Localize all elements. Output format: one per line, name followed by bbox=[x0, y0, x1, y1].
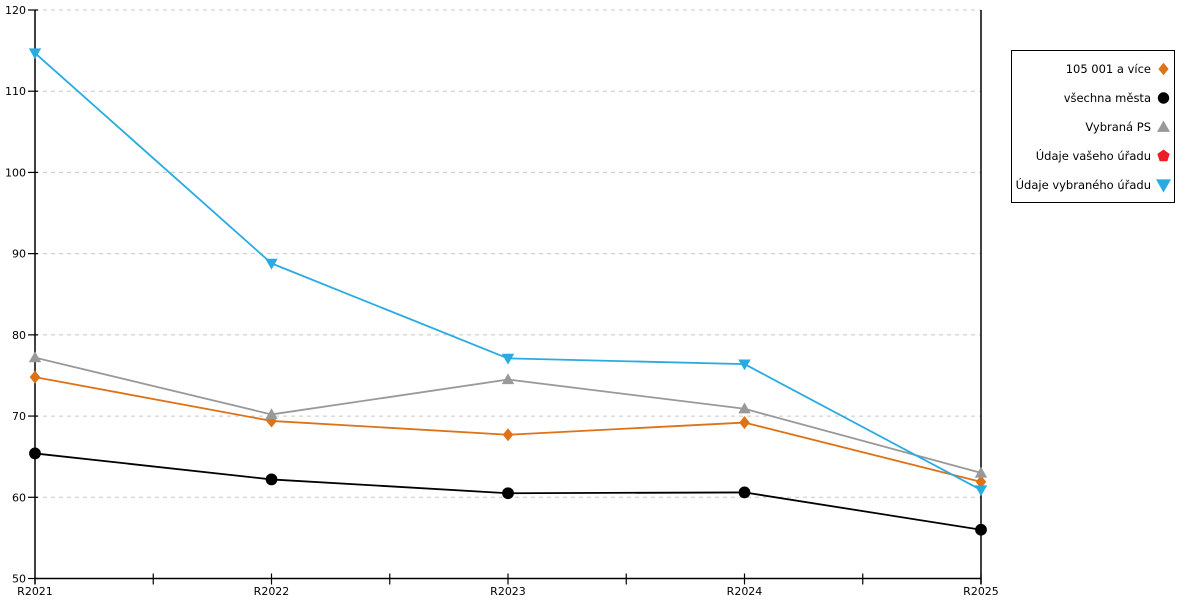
legend-item-label: všechna města bbox=[1063, 90, 1151, 105]
x-tick-label: R2021 bbox=[17, 585, 53, 598]
y-tick-label: 80 bbox=[12, 329, 26, 342]
circle-marker bbox=[1157, 91, 1170, 104]
triangle-up-marker bbox=[1157, 120, 1170, 132]
diamond-marker bbox=[502, 428, 514, 442]
legend-item-udaje-vybraneho-uradu: Údaje vybraného úřadu bbox=[1016, 177, 1172, 193]
y-tick-label: 100 bbox=[5, 166, 26, 179]
diamond-marker-icon bbox=[1158, 62, 1169, 75]
circle-marker bbox=[29, 447, 41, 460]
triangle-up-marker bbox=[501, 373, 515, 385]
legend-item-label: Údaje vašeho úřadu bbox=[1035, 148, 1151, 163]
triangle-down-marker bbox=[738, 359, 751, 371]
legend-item-label: Údaje vybraného úřadu bbox=[1015, 177, 1151, 192]
triangle-up-marker bbox=[265, 408, 278, 420]
triangle-down-marker bbox=[265, 258, 278, 270]
x-tick-label: R2023 bbox=[490, 585, 526, 598]
circle-marker bbox=[265, 473, 278, 486]
triangle-up-marker bbox=[974, 466, 988, 478]
diamond-marker bbox=[739, 416, 750, 430]
circle-marker-icon bbox=[1157, 91, 1170, 104]
triangle-down-marker-icon bbox=[1156, 178, 1171, 192]
triangle-up-marker bbox=[28, 351, 42, 363]
x-tick-label: R2022 bbox=[254, 585, 290, 598]
triangle-down-marker bbox=[501, 353, 515, 365]
series-line-triangle-down bbox=[34, 52, 982, 491]
legend-item-label: 105 001 a více bbox=[1065, 61, 1151, 76]
diamond-marker bbox=[266, 414, 277, 428]
y-tick-label: 110 bbox=[5, 85, 26, 98]
triangle-down-marker bbox=[28, 48, 42, 60]
diamond-marker bbox=[1158, 62, 1169, 75]
y-tick-label: 70 bbox=[12, 410, 26, 423]
legend-item-vsechna-mesta: všechna města bbox=[1016, 90, 1172, 106]
circle-marker bbox=[502, 487, 514, 500]
triangle-down-marker bbox=[1156, 178, 1171, 192]
diamond-marker bbox=[29, 370, 41, 384]
triangle-up-marker-icon bbox=[1157, 120, 1170, 132]
y-tick-label: 50 bbox=[12, 573, 26, 586]
triangle-down-marker bbox=[974, 485, 988, 497]
diamond-marker bbox=[975, 475, 987, 489]
y-tick-label: 120 bbox=[5, 4, 26, 17]
x-tick-label: R2024 bbox=[727, 585, 763, 598]
pentagon-marker-icon bbox=[1157, 149, 1170, 161]
legend-item-udaje-vaseho-uradu: Údaje vašeho úřadu bbox=[1016, 148, 1172, 164]
triangle-up-marker bbox=[738, 402, 751, 414]
y-tick-label: 60 bbox=[12, 491, 26, 504]
legend: 105 001 a více všechna města Vybraná PS … bbox=[1011, 50, 1175, 203]
circle-marker bbox=[975, 523, 987, 536]
pentagon-marker bbox=[1157, 149, 1170, 161]
legend-item-label: Vybraná PS bbox=[1085, 119, 1151, 134]
legend-item-vybrana-ps: Vybraná PS bbox=[1016, 119, 1172, 135]
circle-marker bbox=[738, 486, 751, 499]
x-tick-label: R2025 bbox=[963, 585, 999, 598]
legend-item-105001-a-vice: 105 001 a více bbox=[1016, 61, 1172, 77]
y-tick-label: 90 bbox=[12, 248, 26, 261]
